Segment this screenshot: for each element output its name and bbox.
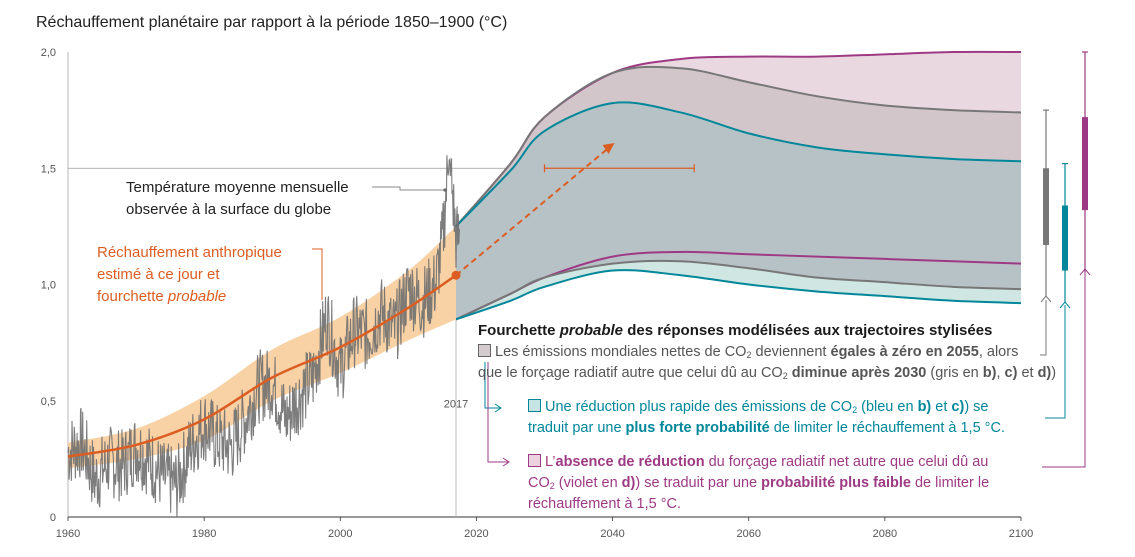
anthropogenic-annotation-line2: estimé à ce jour et <box>97 266 220 283</box>
range-2100-box <box>1082 117 1088 211</box>
observed-leader-dot <box>443 188 447 192</box>
anthropogenic-annotation-line1: Réchauffement anthropique <box>97 244 282 261</box>
x-tick-label: 2000 <box>328 528 352 540</box>
connector-purple-arrow <box>1079 268 1091 276</box>
x-tick-label: 2020 <box>464 528 488 540</box>
anthropogenic-leader <box>312 248 323 300</box>
connector-blue-arrow <box>1059 301 1071 309</box>
band-lower-edge <box>455 259 1022 321</box>
connector-blue <box>1045 305 1066 419</box>
blue-swatch <box>528 399 541 412</box>
legend-branch-purple <box>487 362 508 463</box>
legend-branch-blue <box>484 362 500 409</box>
legend-gray: Les émissions mondiales nettes de CO2 de… <box>478 344 1057 381</box>
gray-swatch <box>478 344 491 357</box>
projection-arrow-line <box>455 147 610 276</box>
legend-blue: Une réduction plus rapide des émissions … <box>528 399 1005 436</box>
band-lower-edge <box>455 269 1022 321</box>
year-2017-label: 2017 <box>444 399 468 411</box>
y-tick-label: 0 <box>50 512 56 524</box>
x-tick-label: 2100 <box>1009 528 1033 540</box>
band-upper-edge <box>455 65 1022 228</box>
band-upper-edge <box>455 101 1022 228</box>
teal-band <box>456 260 1021 320</box>
chart-title: Réchauffement planétaire par rapport à l… <box>36 14 508 31</box>
legend-branch-purple-arrow <box>502 457 510 467</box>
connector-gray-arrow <box>1040 295 1052 303</box>
purple-swatch <box>528 454 541 467</box>
x-tick-label: 2080 <box>873 528 897 540</box>
y-tick-label: 1,5 <box>41 163 56 175</box>
observed-annotation-line1: Température moyenne mensuelle <box>126 179 349 196</box>
projection-arrow-head <box>602 143 615 154</box>
range-2100-box <box>1062 205 1068 271</box>
legend-header: Fourchette probable des réponses modélis… <box>478 322 993 339</box>
connector-purple <box>1042 272 1086 468</box>
legend-purple: L’absence de réduction du forçage radiat… <box>528 454 990 512</box>
anthropogenic-central-line <box>67 274 457 458</box>
y-tick-label: 0,5 <box>41 396 56 408</box>
y-tick-label: 1,0 <box>41 280 56 292</box>
x-tick-label: 2060 <box>736 528 760 540</box>
observed-annotation-line2: observée à la surface du globe <box>126 201 331 218</box>
anthropogenic-range-band <box>68 226 457 469</box>
anthropogenic-annotation-line3: fourchette probable <box>97 288 226 305</box>
observed-leader <box>372 186 444 191</box>
observed-temperature-line <box>67 155 460 518</box>
range-2100-box <box>1043 168 1049 245</box>
legend-branch-blue-arrow <box>494 403 502 413</box>
y-tick-label: 2,0 <box>41 47 56 59</box>
x-tick-label: 1960 <box>56 528 80 540</box>
x-tick-label: 2040 <box>600 528 624 540</box>
connector-gray <box>1040 300 1047 356</box>
x-tick-label: 1980 <box>192 528 216 540</box>
